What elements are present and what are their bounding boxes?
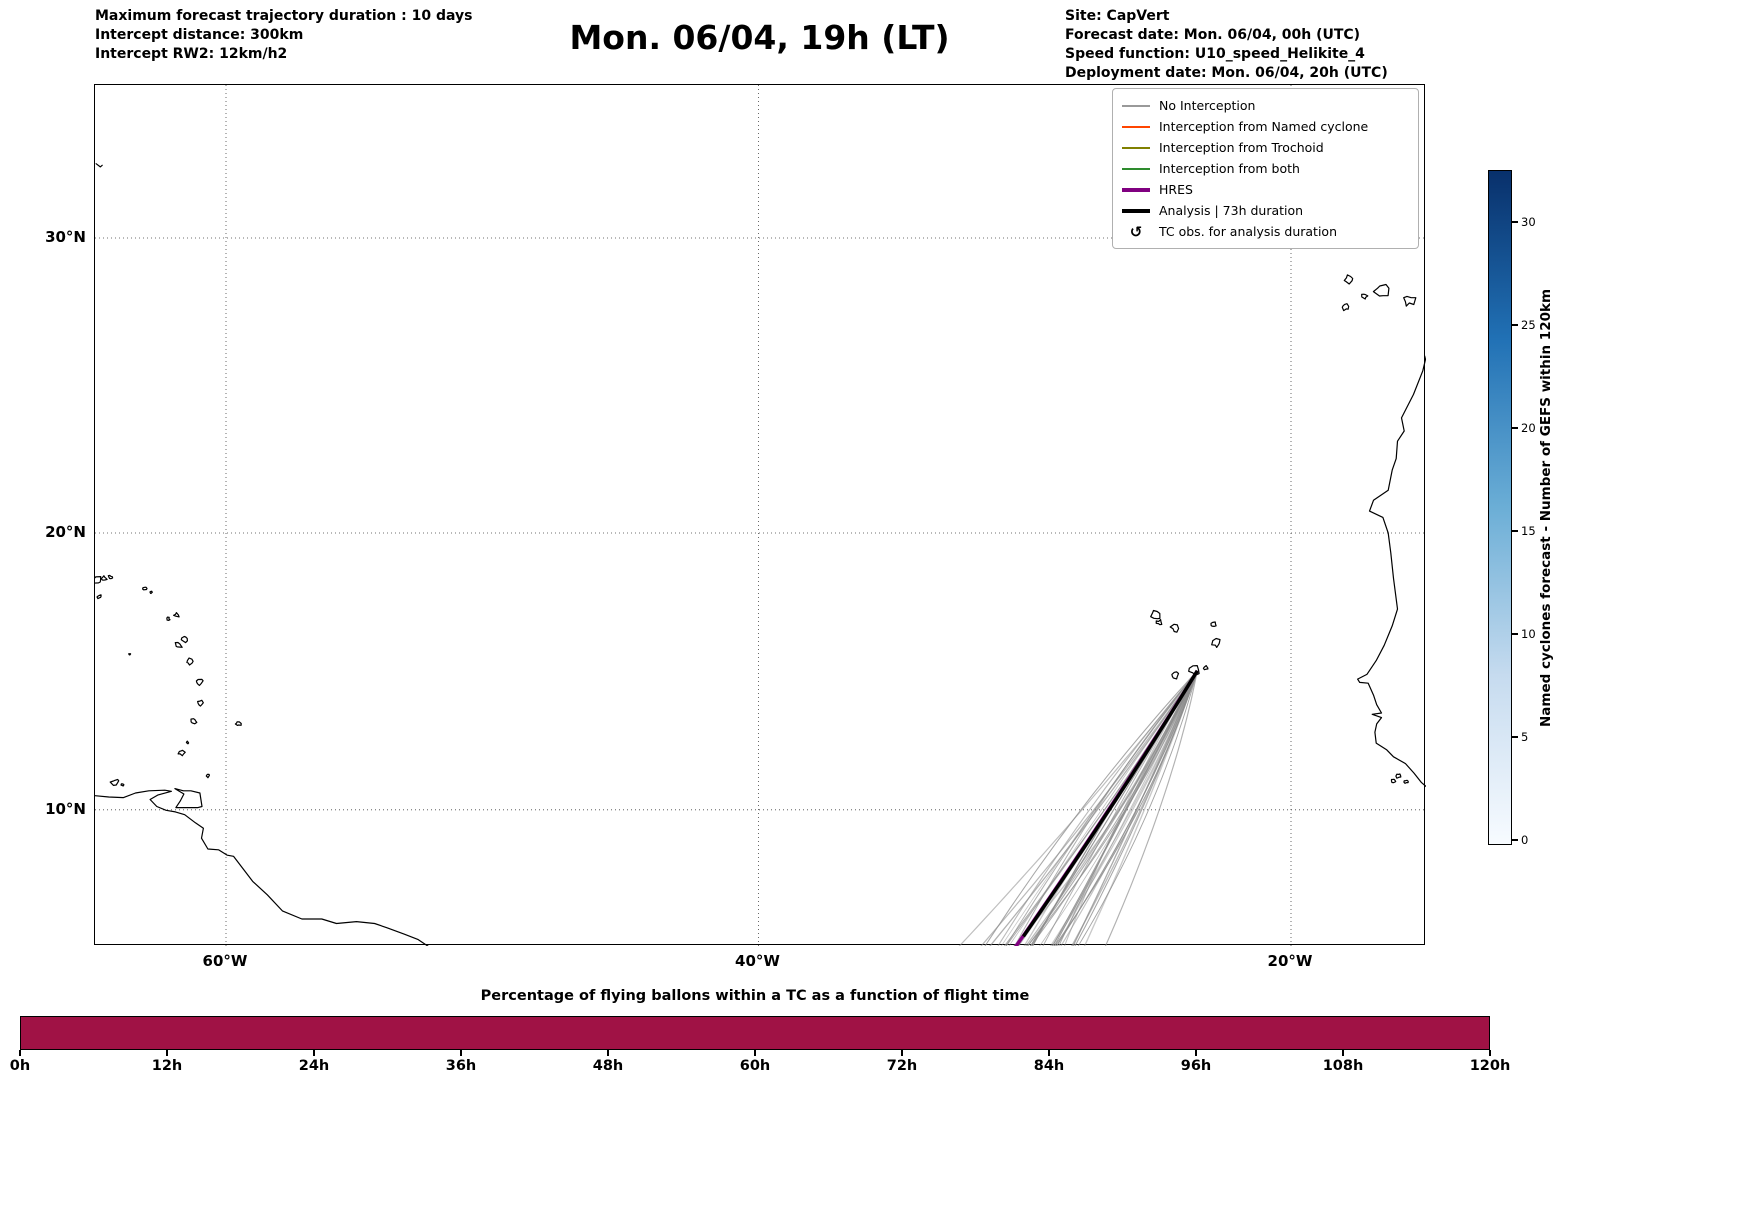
info-forecast-date: Forecast date: Mon. 06/04, 00h (UTC) <box>1065 27 1361 43</box>
bottom-axis-tick-label: 84h <box>1033 1058 1065 1074</box>
legend-item: Interception from Trochoid <box>1122 137 1409 158</box>
trajectory-ensemble <box>958 670 1198 946</box>
legend-label: Interception from Named cyclone <box>1159 119 1369 134</box>
bottom-axis-tick <box>1195 1050 1197 1056</box>
bottom-axis-tick-label: 120h <box>1469 1058 1511 1074</box>
bottom-axis-tick <box>607 1050 609 1056</box>
colorbar-tick-label: 20 <box>1521 421 1536 435</box>
bottom-axis-tick <box>460 1050 462 1056</box>
colorbar-tick <box>1512 530 1518 532</box>
lon-tick-label: 40°W <box>735 952 780 970</box>
bottom-axis-tick-label: 12h <box>151 1058 183 1074</box>
lon-tick-label: 60°W <box>202 952 248 970</box>
bottom-axis-tick-label: 96h <box>1180 1058 1212 1074</box>
legend-label: No Interception <box>1159 98 1256 113</box>
bottom-axis-tick-label: 108h <box>1322 1058 1364 1074</box>
run-settings-block: Maximum forecast trajectory duration : 1… <box>95 7 472 64</box>
colorbar-tick <box>1512 736 1518 738</box>
page-title: Mon. 06/04, 19h (LT) <box>569 18 950 57</box>
legend-label: Interception from both <box>1159 161 1300 176</box>
setting-intercept-rw2: Intercept RW2: 12km/h2 <box>95 46 288 62</box>
bottom-chart-title: Percentage of flying ballons within a TC… <box>480 988 1030 1004</box>
analysis-trajectory <box>1022 669 1199 938</box>
legend-item: No Interception <box>1122 95 1409 116</box>
lat-tick-label: 10°N <box>45 799 86 818</box>
bottom-axis-tick <box>754 1050 756 1056</box>
bottom-axis-tick <box>1048 1050 1050 1056</box>
info-deployment-date: Deployment date: Mon. 06/04, 20h (UTC) <box>1065 65 1388 81</box>
legend-item: HRES <box>1122 179 1409 200</box>
bottom-axis-tick <box>1489 1050 1491 1056</box>
colorbar-tick-label: 15 <box>1521 524 1536 538</box>
legend-label: Analysis | 73h duration <box>1159 203 1304 218</box>
colorbar-tick <box>1512 221 1518 223</box>
bottom-axis-tick <box>19 1050 21 1056</box>
legend-label: HRES <box>1159 182 1193 197</box>
bottom-axis-tick-label: 48h <box>592 1058 624 1074</box>
bottom-axis-tick <box>901 1050 903 1056</box>
legend-item: Interception from both <box>1122 158 1409 179</box>
coastlines <box>95 163 1426 946</box>
colorbar-tick-label: 10 <box>1521 627 1536 641</box>
map-canvas <box>95 85 1426 946</box>
legend-line-sample <box>1122 208 1150 213</box>
flight-time-bar <box>20 1016 1490 1050</box>
colorbar-label-text: Named cyclones forecast - Number of GEFS… <box>1538 288 1554 727</box>
colorbar-gradient <box>1488 170 1512 845</box>
legend-line-sample <box>1122 187 1150 192</box>
setting-intercept-distance: Intercept distance: 300km <box>95 27 304 43</box>
bottom-axis-tick-label: 72h <box>886 1058 918 1074</box>
tc-obs-icon: ↺ <box>1129 222 1143 241</box>
lat-tick-label: 30°N <box>45 228 86 246</box>
legend-item: Analysis | 73h duration <box>1122 200 1409 221</box>
colorbar-tick-label: 30 <box>1521 215 1536 229</box>
bottom-axis-tick-label: 36h <box>445 1058 477 1074</box>
legend-item: ↺ TC obs. for analysis duration <box>1122 221 1409 242</box>
colorbar-tick <box>1512 427 1518 429</box>
legend-label: Interception from Trochoid <box>1159 140 1324 155</box>
colorbar-label: Named cyclones forecast - Number of GEFS… <box>1524 170 1568 845</box>
bottom-axis-tick <box>1342 1050 1344 1056</box>
bottom-axis-tick-label: 60h <box>739 1058 771 1074</box>
setting-max-duration: Maximum forecast trajectory duration : 1… <box>95 8 473 24</box>
colorbar-tick-label: 0 <box>1521 833 1529 847</box>
colorbar-tick-label: 5 <box>1521 730 1529 744</box>
colorbar-tick <box>1512 633 1518 635</box>
bottom-axis-tick-label: 24h <box>298 1058 330 1074</box>
bottom-axis-tick <box>166 1050 168 1056</box>
colorbar-tick <box>1512 324 1518 326</box>
legend-line-sample <box>1122 104 1150 107</box>
legend-label: TC obs. for analysis duration <box>1159 224 1337 239</box>
bottom-axis-tick <box>313 1050 315 1056</box>
colorbar-tick-label: 25 <box>1521 318 1536 332</box>
map-legend: No Interception Interception from Named c… <box>1112 88 1419 249</box>
legend-line-sample <box>1122 146 1150 149</box>
legend-line-sample <box>1122 125 1150 128</box>
colorbar-tick <box>1512 839 1518 841</box>
bottom-axis-tick-label: 0h <box>9 1058 31 1074</box>
legend-item: Interception from Named cyclone <box>1122 116 1409 137</box>
map-panel: No Interception Interception from Named c… <box>94 84 1426 946</box>
info-site: Site: CapVert <box>1065 8 1170 24</box>
lon-tick-label: 20°W <box>1267 952 1313 970</box>
forecast-info-block: Site: CapVert Forecast date: Mon. 06/04,… <box>1065 7 1388 83</box>
lat-tick-label: 20°N <box>45 523 86 542</box>
info-speed-function: Speed function: U10_speed_Helikite_4 <box>1065 46 1365 62</box>
legend-line-sample <box>1122 167 1150 170</box>
